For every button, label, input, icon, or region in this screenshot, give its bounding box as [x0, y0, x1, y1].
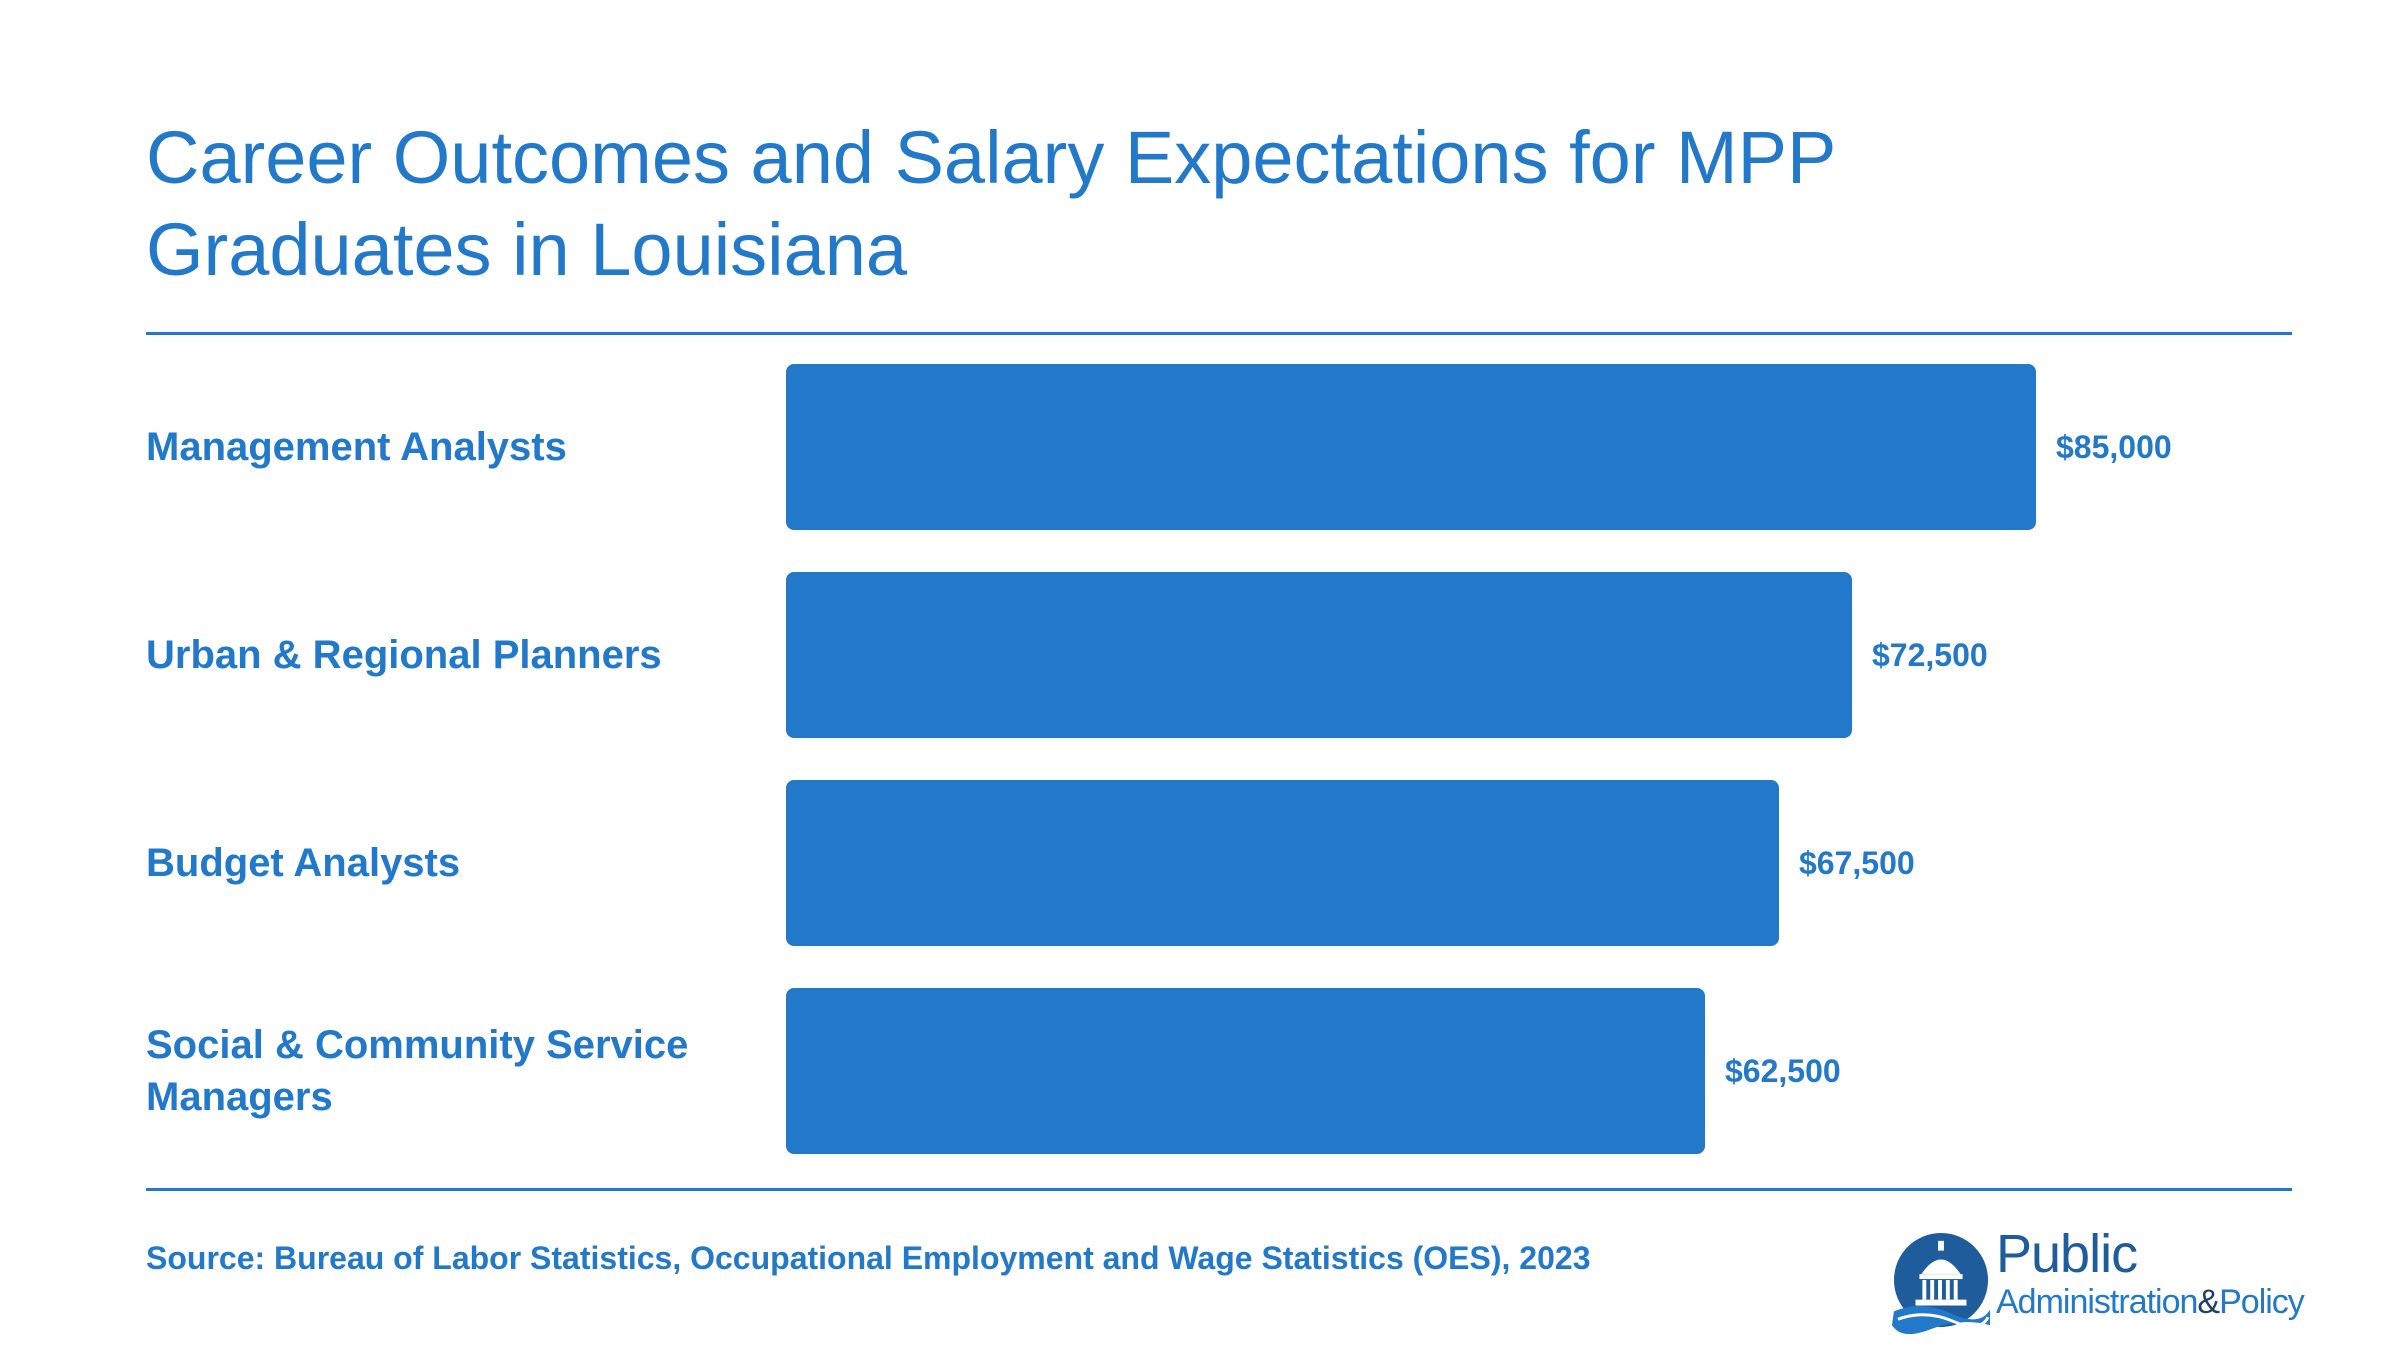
public-administration-policy-logo: Public Administration&Policy	[1892, 1222, 2305, 1334]
salary-bar	[786, 988, 1705, 1154]
capitol-dome-icon	[1892, 1233, 1990, 1334]
bar-value-label: $72,500	[1872, 636, 1988, 673]
logo-ampersand: &	[2197, 1283, 2220, 1321]
bar-value-label: $67,500	[1799, 844, 1915, 881]
category-label: Urban & Regional Planners	[146, 633, 662, 677]
source-note: Source: Bureau of Labor Statistics, Occu…	[146, 1240, 1591, 1276]
category-label: Budget Analysts	[146, 841, 461, 885]
salary-bar	[786, 364, 2036, 530]
logo-word-administration: Administration	[1996, 1283, 2198, 1321]
logo-tagline: Administration&Policy	[1996, 1282, 2305, 1322]
logo-word-policy: Policy	[2219, 1283, 2305, 1321]
logo-word-public: Public	[1996, 1224, 2138, 1284]
bar-value-label: $62,500	[1725, 1052, 1841, 1089]
bottom-divider	[146, 1188, 2292, 1191]
bar-value-label: $85,000	[2056, 428, 2172, 465]
top-divider	[146, 332, 2292, 335]
category-label: Social & Community Service Managers	[146, 1023, 689, 1119]
chart-title: Career Outcomes and Salary Expectations …	[146, 116, 1836, 291]
salary-bar	[786, 572, 1852, 738]
salary-bar	[786, 780, 1779, 946]
category-label: Management Analysts	[146, 425, 567, 469]
